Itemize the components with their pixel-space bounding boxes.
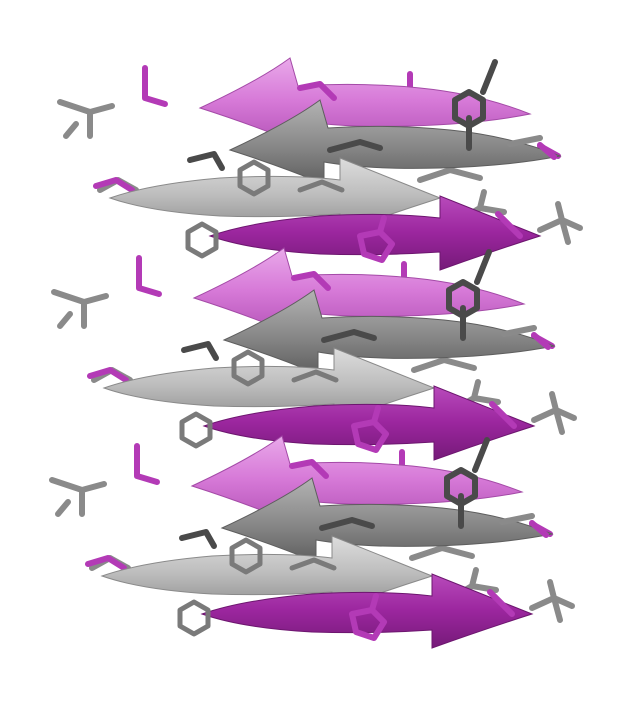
stack-unit-1	[57, 57, 583, 271]
stack-unit-3	[49, 435, 575, 649]
stack-unit-2	[51, 247, 577, 461]
